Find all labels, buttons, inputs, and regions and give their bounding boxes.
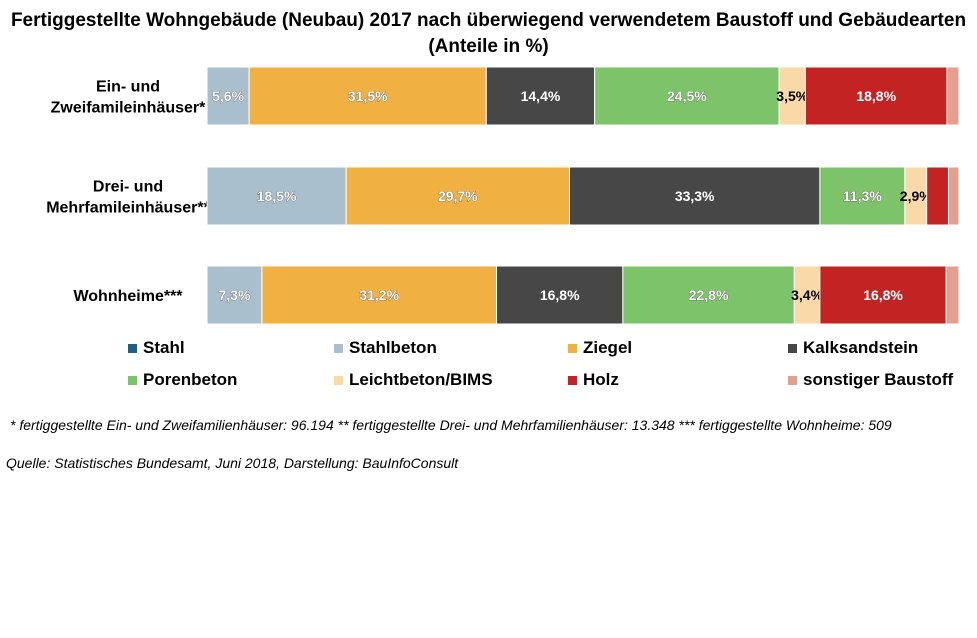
category-label: Ein- und: [96, 79, 160, 96]
data-label: 5,6%: [212, 88, 244, 104]
legend-label: Stahlbeton: [349, 338, 437, 357]
bar-segment: [345, 166, 570, 226]
legend-item: Ziegel: [568, 338, 632, 358]
category-label: Mehrfamileinhäuser**: [46, 200, 210, 217]
legend-swatch: [128, 376, 137, 386]
legend-item: Porenbeton: [128, 370, 237, 390]
legend-swatch: [334, 344, 343, 354]
data-label: 31,5%: [348, 88, 388, 104]
bar-segment: [622, 265, 795, 325]
bar-segment: [819, 265, 947, 325]
legend-item: Stahlbeton: [334, 338, 437, 358]
legend-swatch: [568, 376, 577, 386]
bar-segment: [496, 265, 624, 325]
category-label: Wohnheime***: [73, 288, 183, 305]
bar-segment: [261, 265, 498, 325]
bar-segment: [793, 265, 821, 325]
legend-item: sonstiger Baustoff: [788, 370, 953, 390]
category-label: Drei- und: [93, 179, 163, 196]
data-label: 7,3%: [218, 287, 250, 303]
bar-segment: [568, 166, 821, 226]
data-label: 24,5%: [667, 88, 707, 104]
legend-label: Stahl: [143, 338, 185, 357]
data-label: 2,9%: [900, 188, 932, 204]
bar-segment: [947, 166, 960, 226]
data-label: 3,5%: [776, 88, 808, 104]
legend-swatch: [788, 344, 797, 354]
footnote: * fertiggestellte Ein- und Zweifamilienh…: [10, 417, 892, 433]
data-label: 29,7%: [438, 188, 478, 204]
bar-segment: [778, 66, 806, 126]
data-label: 18,8%: [856, 88, 896, 104]
legend-item: Stahl: [128, 338, 185, 358]
legend-swatch: [128, 344, 137, 354]
data-label: 33,3%: [675, 188, 715, 204]
data-label: 16,8%: [863, 287, 903, 303]
data-label: 14,4%: [521, 88, 561, 104]
legend-swatch: [788, 376, 797, 386]
bar-segment: [206, 166, 347, 226]
data-label: 18,5%: [257, 188, 297, 204]
legend-item: Leichtbeton/BIMS: [334, 370, 493, 390]
bar-segment: [206, 66, 250, 126]
source-note: Quelle: Statistisches Bundesamt, Juni 20…: [6, 455, 459, 471]
legend-item: Holz: [568, 370, 619, 390]
legend-label: Porenbeton: [143, 370, 238, 389]
data-label: 3,4%: [791, 287, 823, 303]
bar-segment: [206, 265, 263, 325]
legend-label: Holz: [583, 370, 619, 389]
bar-segment: [946, 66, 960, 126]
legend-swatch: [334, 376, 343, 386]
legend-label: sonstiger Baustoff: [803, 370, 954, 389]
legend-swatch: [568, 344, 577, 354]
data-label: 22,8%: [689, 287, 729, 303]
legend-item: Kalksandstein: [788, 338, 918, 358]
bar-segment: [926, 166, 949, 226]
data-label: 11,3%: [843, 188, 882, 204]
stacked-bar-chart: Ein- und Zweifamileinhäuser* 5,6% 31,5% 14,4…: [46, 66, 960, 325]
bar-segment: [485, 66, 596, 126]
bar-segment: [594, 66, 780, 126]
bar-segment: [945, 265, 960, 325]
bar-segment: [804, 66, 948, 126]
legend-label: Ziegel: [583, 338, 633, 357]
category-label: Zweifamileinhäuser*: [51, 100, 206, 117]
legend-label: Kalksandstein: [803, 338, 919, 357]
chart-title: Fertiggestellte Wohngebäude (Neubau) 201…: [10, 10, 967, 57]
legend-label: Leichtbeton/BIMS: [349, 370, 493, 389]
data-label: 31,2%: [359, 287, 399, 303]
data-label: 16,8%: [540, 287, 580, 303]
